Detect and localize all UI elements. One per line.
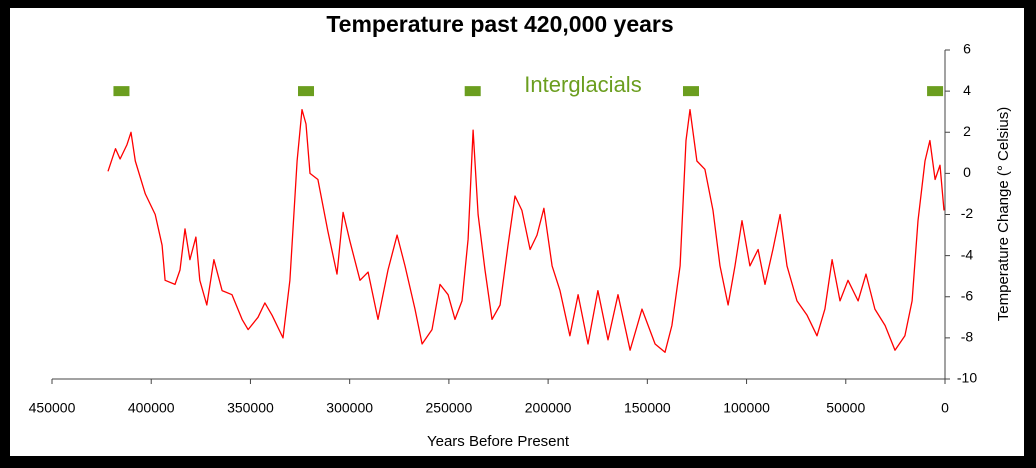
x-tick-label: 0 xyxy=(941,400,949,416)
interglacial-marker xyxy=(298,86,315,97)
x-axis-label: Years Before Present xyxy=(427,433,570,450)
y-tick-label: 4 xyxy=(963,82,971,98)
y-tick-label: -2 xyxy=(961,205,974,221)
temperature-line xyxy=(107,108,945,353)
y-tick-label: -4 xyxy=(961,246,974,262)
interglacial-marker xyxy=(927,86,944,97)
x-tick-label: 250000 xyxy=(426,400,473,416)
y-tick-label: -6 xyxy=(961,287,974,303)
y-tick-label: 2 xyxy=(963,123,971,139)
x-tick-label: 400000 xyxy=(128,400,175,416)
x-tick-label: 350000 xyxy=(227,400,274,416)
y-tick-label: -8 xyxy=(961,329,974,345)
x-tick-label: 100000 xyxy=(723,400,770,416)
interglacial-marker xyxy=(113,86,130,97)
x-tick-label: 200000 xyxy=(525,400,572,416)
y-tick-label: 6 xyxy=(963,41,971,57)
x-tick-label: 450000 xyxy=(29,400,76,416)
interglacial-marker xyxy=(464,86,481,97)
y-tick-label: -10 xyxy=(957,370,977,386)
interglacials-label: Interglacials xyxy=(524,72,641,97)
chart-background xyxy=(10,8,1024,456)
interglacial-marker xyxy=(682,86,699,97)
y-tick-label: 0 xyxy=(963,164,971,180)
x-tick-label: 50000 xyxy=(826,400,865,416)
x-tick-label: 300000 xyxy=(326,400,373,416)
y-axis-label: Temperature Change (° Celsius) xyxy=(995,107,1012,321)
x-tick-label: 150000 xyxy=(624,400,671,416)
chart-title: Temperature past 420,000 years xyxy=(326,11,673,37)
